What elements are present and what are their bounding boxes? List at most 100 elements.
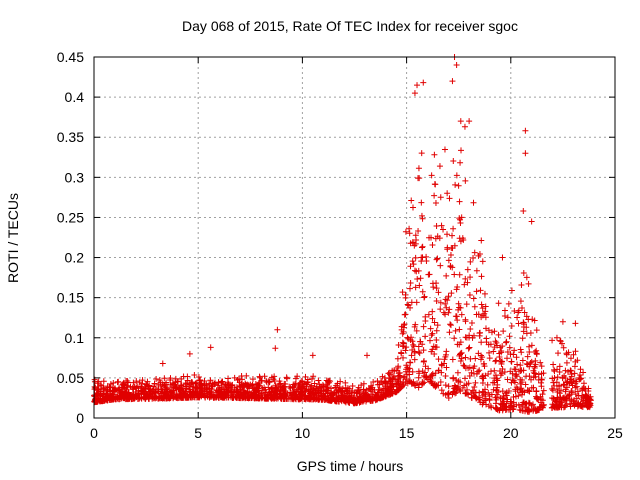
data-point [504, 355, 511, 362]
data-point [415, 267, 422, 274]
data-point [584, 396, 591, 403]
data-point [386, 375, 393, 382]
data-point [496, 350, 503, 357]
data-point [410, 261, 417, 268]
data-point [97, 381, 104, 388]
data-point [482, 303, 489, 310]
data-point [455, 300, 462, 307]
data-point [524, 353, 531, 360]
data-point [431, 350, 438, 357]
x-tick-label: 10 [295, 425, 311, 441]
data-point [156, 377, 163, 384]
data-point [438, 361, 445, 368]
data-point [519, 407, 526, 414]
data-point [432, 370, 439, 377]
data-point [431, 192, 438, 199]
data-point [280, 383, 287, 390]
data-point [560, 344, 567, 351]
data-point [404, 301, 411, 308]
data-point [238, 372, 245, 379]
data-point [201, 390, 208, 397]
data-point [449, 232, 456, 239]
data-point [456, 304, 463, 311]
data-point [508, 287, 515, 294]
data-point [146, 382, 153, 389]
data-point [499, 343, 506, 350]
data-point [402, 294, 409, 301]
data-point [525, 280, 532, 287]
data-point [419, 380, 426, 387]
y-tick-label: 0.05 [57, 370, 84, 386]
data-point [435, 367, 442, 374]
data-point [315, 389, 322, 396]
data-point [341, 398, 348, 405]
data-point [459, 235, 466, 242]
data-point [462, 316, 469, 323]
data-point [452, 313, 459, 320]
data-point [563, 351, 570, 358]
data-point [160, 394, 167, 401]
data-point [512, 379, 519, 386]
data-point [419, 254, 426, 261]
data-point [428, 234, 435, 241]
data-point [477, 287, 484, 294]
data-point [187, 394, 194, 401]
data-point [538, 370, 545, 377]
data-point [430, 284, 437, 291]
data-point [394, 355, 401, 362]
data-point [422, 317, 429, 324]
data-point [427, 373, 434, 380]
data-point [473, 288, 480, 295]
data-point [522, 127, 529, 134]
data-point [465, 391, 472, 398]
data-point [531, 365, 538, 372]
data-point [492, 400, 499, 407]
data-point [445, 257, 452, 264]
data-point [531, 317, 538, 324]
data-point [533, 327, 540, 334]
data-point [574, 357, 581, 364]
data-point [178, 375, 185, 382]
data-point [228, 392, 235, 399]
data-point [452, 327, 459, 334]
data-point [428, 172, 435, 179]
data-point [518, 349, 525, 356]
data-point [261, 373, 268, 380]
data-point [395, 342, 402, 349]
data-point [386, 369, 393, 376]
data-point [433, 382, 440, 389]
data-point [453, 389, 460, 396]
data-point [421, 294, 428, 301]
data-point [409, 258, 416, 265]
data-point [418, 199, 425, 206]
data-point [471, 303, 478, 310]
y-axis: 0 0.05 0.1 0.15 0.2 0.25 0.3 0.35 0.4 0.45 [57, 49, 615, 426]
data-point [413, 327, 420, 334]
data-point [403, 366, 410, 373]
data-point [192, 380, 199, 387]
data-point [499, 254, 506, 261]
data-point [526, 348, 533, 355]
data-point [349, 382, 356, 389]
data-point [315, 377, 322, 384]
data-point [133, 378, 140, 385]
data-point [548, 385, 555, 392]
data-point [417, 338, 424, 345]
data-point [270, 395, 277, 402]
data-point [414, 175, 421, 182]
data-point [415, 343, 422, 350]
data-point [456, 271, 463, 278]
data-point [563, 359, 570, 366]
data-point [450, 375, 457, 382]
data-point [567, 355, 574, 362]
data-point [467, 274, 474, 281]
data-point [360, 386, 367, 393]
x-tick-label: 0 [90, 425, 98, 441]
data-point [511, 347, 518, 354]
data-point [278, 395, 285, 402]
data-point [308, 375, 315, 382]
data-point [578, 396, 585, 403]
data-point [396, 383, 403, 390]
data-point [176, 392, 183, 399]
grid [94, 57, 615, 418]
